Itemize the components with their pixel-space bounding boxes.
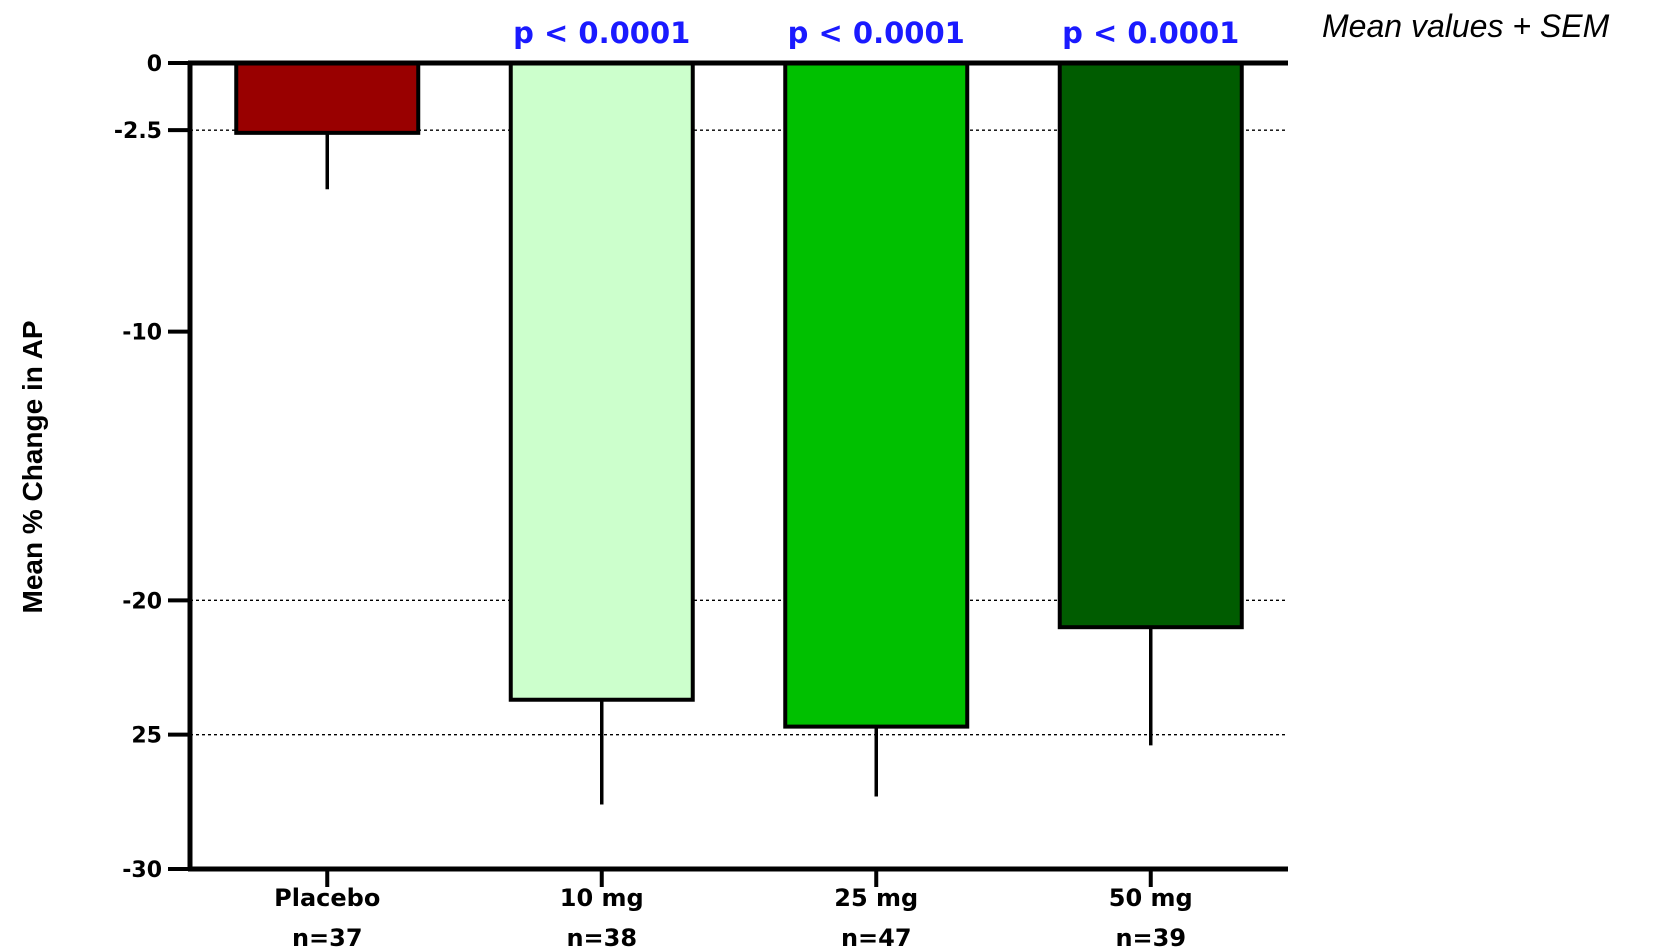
x-category-label: 25 mg bbox=[834, 884, 918, 912]
sample-size-label: n=39 bbox=[1115, 924, 1186, 950]
bar bbox=[234, 61, 421, 135]
p-value-label: p < 0.0001 bbox=[513, 16, 690, 50]
y-tick-label: -30 bbox=[122, 858, 162, 883]
sample-size-label: n=38 bbox=[566, 924, 637, 950]
sample-size-label: n=37 bbox=[292, 924, 363, 950]
y-ticks: 0 -2.5 -10 -20 25 -30 bbox=[114, 52, 190, 883]
x-category-label: Placebo bbox=[274, 884, 380, 912]
p-value-label: p < 0.0001 bbox=[788, 16, 965, 50]
bar bbox=[508, 61, 695, 702]
p-value-labels: p < 0.0001 p < 0.0001 p < 0.0001 bbox=[513, 16, 1239, 50]
annotation-mean-sem: Mean values + SEM bbox=[1322, 8, 1610, 44]
y-tick-label: -20 bbox=[122, 589, 162, 614]
p-value-label: p < 0.0001 bbox=[1062, 16, 1239, 50]
bar bbox=[1057, 61, 1244, 630]
y-tick-label: -2.5 bbox=[114, 119, 162, 144]
y-axis-label: Mean % Change in AP bbox=[17, 320, 48, 613]
sample-size-label: n=47 bbox=[841, 924, 912, 950]
y-tick-label: 0 bbox=[147, 52, 162, 77]
error-bars bbox=[325, 132, 1153, 805]
bar bbox=[783, 61, 970, 729]
y-tick-label: 25 bbox=[131, 724, 162, 749]
bars bbox=[234, 61, 1244, 729]
y-tick-label: -10 bbox=[122, 321, 162, 346]
x-category-labels: Placebo n=37 10 mg n=38 25 mg n=47 50 mg n=39 bbox=[274, 869, 1193, 950]
x-category-label: 50 mg bbox=[1109, 884, 1193, 912]
x-category-label: 10 mg bbox=[560, 884, 644, 912]
